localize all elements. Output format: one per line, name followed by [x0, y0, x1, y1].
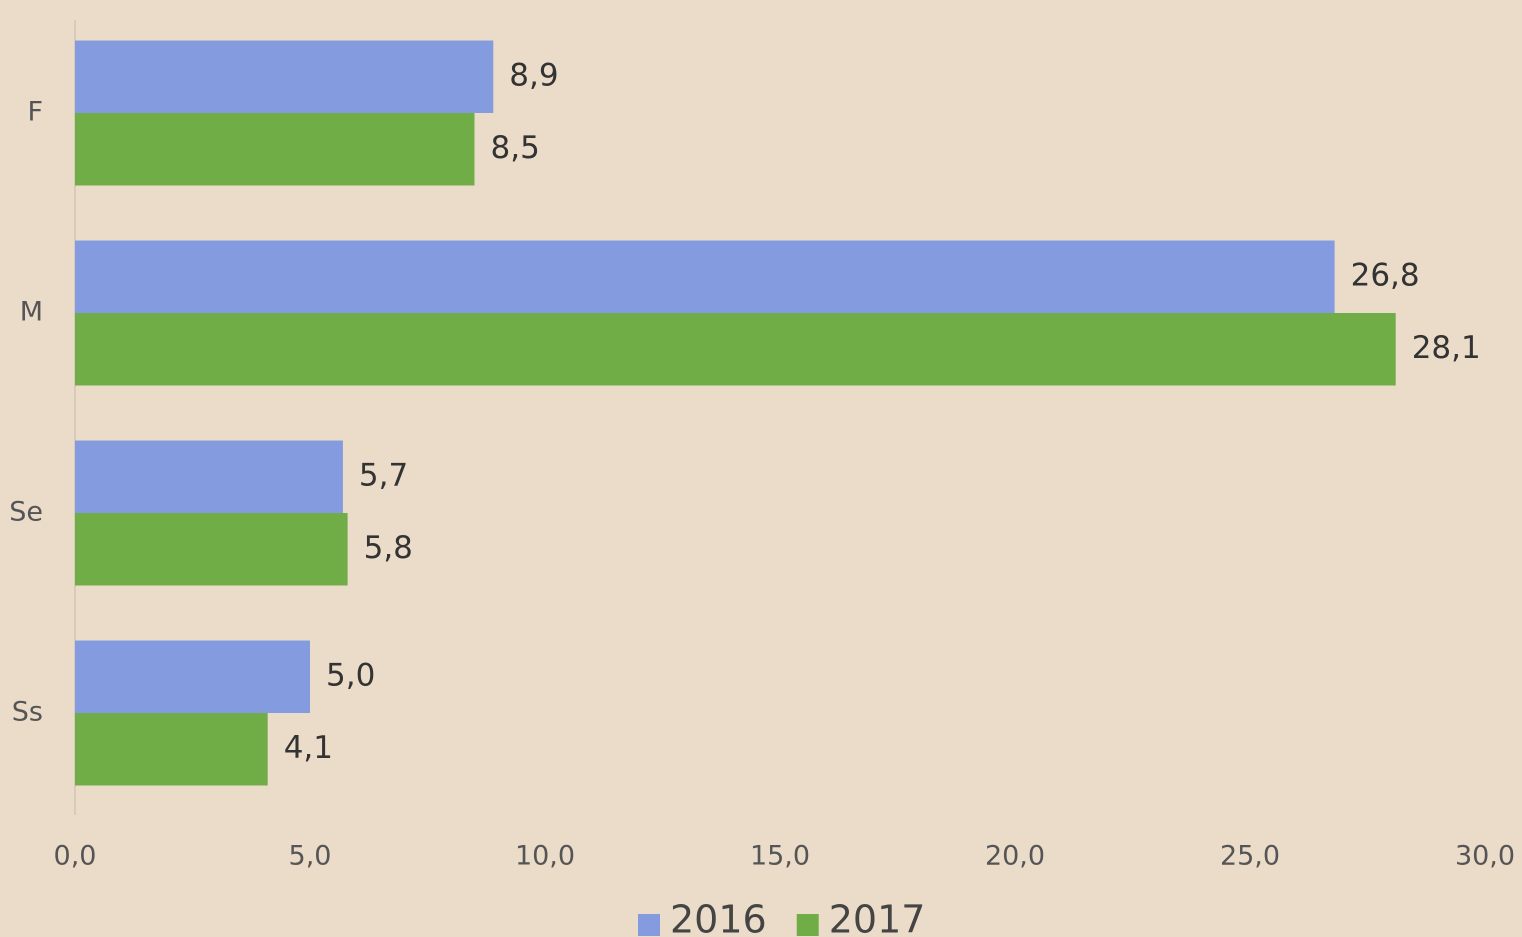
legend-swatch	[638, 914, 660, 936]
bar	[75, 113, 475, 186]
y-tick-label: Ss	[12, 697, 43, 728]
value-label: 5,0	[326, 657, 375, 693]
legend-label: 2017	[829, 898, 926, 937]
x-tick-label: 30,0	[1455, 841, 1515, 872]
x-tick-label: 20,0	[985, 841, 1045, 872]
bar	[75, 513, 348, 586]
value-label: 5,7	[359, 457, 408, 493]
y-tick-label: M	[20, 297, 43, 328]
legend-label: 2016	[670, 898, 767, 937]
bar	[75, 640, 310, 713]
bar	[75, 440, 343, 513]
value-label: 8,9	[509, 57, 558, 93]
x-tick-label: 15,0	[750, 841, 810, 872]
y-tick-label: F	[27, 97, 43, 128]
value-label: 5,8	[364, 530, 413, 566]
bar	[75, 713, 268, 786]
x-tick-label: 25,0	[1220, 841, 1280, 872]
y-tick-label: Se	[9, 497, 43, 528]
bar	[75, 240, 1335, 313]
value-label: 26,8	[1351, 257, 1420, 293]
legend-swatch	[796, 914, 819, 936]
bar	[75, 313, 1396, 386]
x-tick-label: 10,0	[515, 841, 575, 872]
value-label: 8,5	[491, 130, 540, 166]
bar	[75, 40, 494, 113]
value-label: 4,1	[284, 730, 333, 766]
value-label: 28,1	[1412, 330, 1481, 366]
x-tick-label: 5,0	[289, 841, 332, 872]
x-tick-label: 0,0	[54, 841, 97, 872]
